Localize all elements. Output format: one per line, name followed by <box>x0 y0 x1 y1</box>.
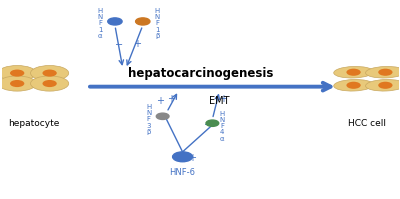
Text: +: + <box>168 95 176 104</box>
Text: H
N
F
1
β: H N F 1 β <box>155 8 160 39</box>
Text: +: + <box>220 95 228 104</box>
Circle shape <box>42 69 57 77</box>
Circle shape <box>378 82 392 89</box>
Ellipse shape <box>30 65 69 81</box>
Circle shape <box>206 120 219 126</box>
Text: H
N
F
3
β: H N F 3 β <box>146 104 151 135</box>
Text: +: + <box>133 39 141 49</box>
Text: HCC cell: HCC cell <box>348 119 386 128</box>
Circle shape <box>136 18 150 25</box>
Ellipse shape <box>30 76 69 91</box>
Text: hepatocyte: hepatocyte <box>8 119 59 128</box>
Text: −: − <box>115 40 123 50</box>
Circle shape <box>378 69 392 76</box>
Ellipse shape <box>0 76 36 91</box>
Circle shape <box>346 82 361 89</box>
Circle shape <box>346 69 361 76</box>
Text: +: + <box>188 153 196 163</box>
Circle shape <box>108 18 122 25</box>
Text: HNF-6: HNF-6 <box>170 168 196 177</box>
Circle shape <box>173 152 192 162</box>
Text: EMT: EMT <box>209 97 230 106</box>
Text: H
N
F
4
α: H N F 4 α <box>220 111 225 142</box>
Text: hepatocarcinogenesis: hepatocarcinogenesis <box>128 67 273 80</box>
Ellipse shape <box>334 79 374 91</box>
Ellipse shape <box>366 66 400 78</box>
Text: +: + <box>156 97 164 106</box>
Circle shape <box>10 69 24 77</box>
Ellipse shape <box>334 66 374 78</box>
Text: H
N
F
1
α: H N F 1 α <box>98 8 103 39</box>
Ellipse shape <box>366 79 400 91</box>
Ellipse shape <box>0 65 36 81</box>
Text: −: − <box>204 120 212 130</box>
Circle shape <box>10 80 24 87</box>
Circle shape <box>156 113 169 119</box>
Circle shape <box>42 80 57 87</box>
